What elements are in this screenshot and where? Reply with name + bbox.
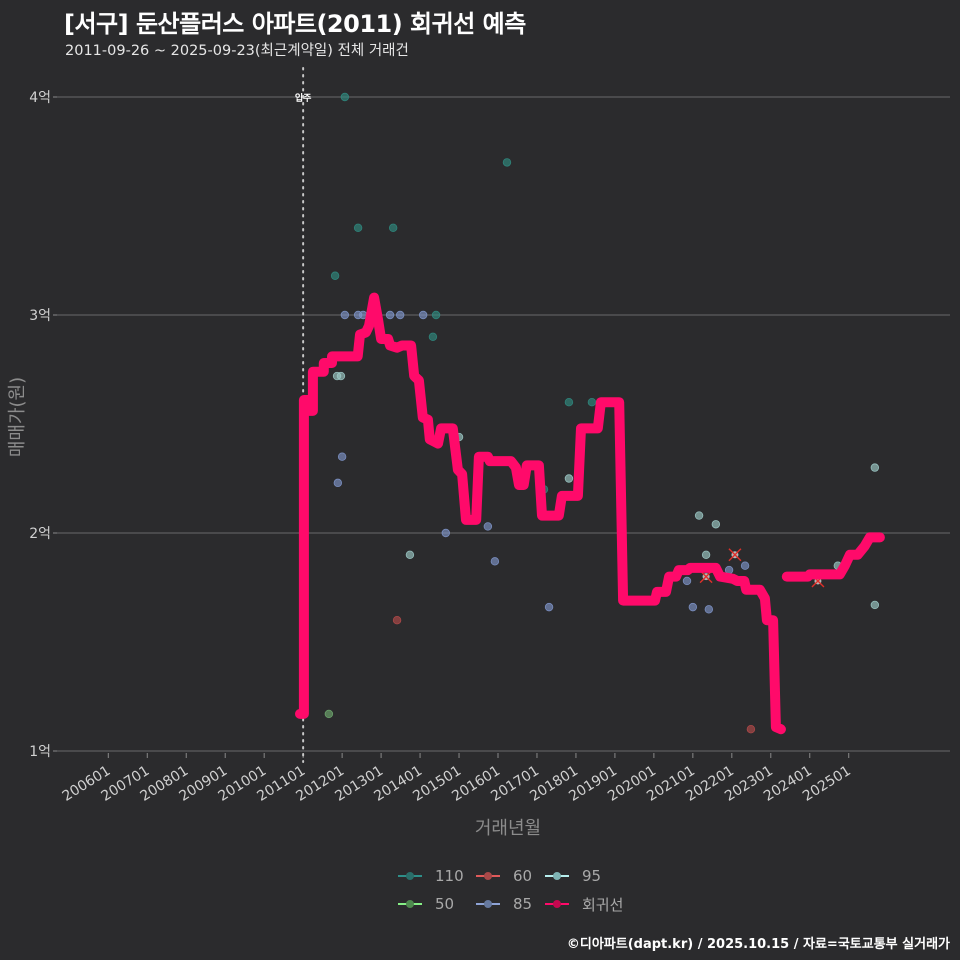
data-point-85 bbox=[337, 452, 347, 461]
data-point-85 bbox=[704, 605, 714, 614]
legend-label: 95 bbox=[582, 867, 602, 885]
regression-line bbox=[295, 292, 885, 735]
grid-lines bbox=[57, 96, 950, 752]
chart-subtitle: 2011-09-26 ~ 2025-09-23(최근계약일) 전체 거래건 bbox=[65, 43, 409, 59]
legend-item-95: 95 bbox=[545, 866, 635, 886]
data-point-85 bbox=[740, 561, 750, 570]
source-credit: ©디아파트(dapt.kr) / 2025.10.15 / 자료=국토교통부 실… bbox=[566, 937, 950, 952]
data-point-85 bbox=[385, 310, 395, 320]
data-point-85 bbox=[441, 528, 450, 538]
legend-label: 50 bbox=[435, 895, 455, 913]
legend-label: 85 bbox=[513, 895, 533, 913]
data-point-85 bbox=[682, 576, 692, 586]
data-point-110 bbox=[330, 271, 340, 280]
legend: 110 60 95 50 85 회귀선 bbox=[398, 866, 635, 914]
legend-label: 110 bbox=[435, 867, 464, 885]
y-tick-label: 2억 bbox=[29, 526, 51, 542]
move-in-label: 입주 bbox=[295, 92, 312, 104]
legend-key-icon bbox=[476, 894, 500, 914]
legend-item-회귀선: 회귀선 bbox=[545, 894, 635, 914]
data-point-95 bbox=[694, 511, 704, 520]
legend-item-85: 85 bbox=[476, 894, 545, 914]
y-tick-label: 4억 bbox=[29, 90, 51, 106]
legend-key-icon bbox=[398, 894, 422, 914]
data-point-60 bbox=[392, 616, 402, 625]
y-axis-title: 매매가(원) bbox=[7, 376, 28, 458]
y-tick-label: 1억 bbox=[29, 744, 51, 760]
legend-item-50: 50 bbox=[398, 894, 476, 914]
data-point-110 bbox=[340, 92, 350, 102]
chart-title: [서구] 둔산플러스 아파트(2011) 회귀선 예측 bbox=[64, 10, 526, 38]
legend-key-icon bbox=[398, 866, 422, 886]
data-point-60 bbox=[746, 725, 756, 734]
y-tick-label: 3억 bbox=[29, 308, 51, 324]
legend-label: 회귀선 bbox=[582, 895, 624, 914]
legend-item-60: 60 bbox=[476, 866, 545, 886]
cancelled-x-icon bbox=[728, 548, 742, 562]
legend-item-110: 110 bbox=[398, 866, 476, 886]
axes: 1억2억3억4억20060120070120080120090120100120… bbox=[29, 90, 854, 805]
data-point-95 bbox=[564, 474, 574, 483]
legend-key-icon bbox=[476, 866, 500, 886]
x-axis-title: 거래년월 bbox=[474, 818, 542, 839]
data-point-95 bbox=[336, 371, 346, 381]
data-point-85 bbox=[395, 310, 405, 320]
legend-key-icon bbox=[545, 866, 569, 886]
data-point-95 bbox=[870, 600, 880, 610]
regression-line-segment bbox=[295, 292, 786, 735]
data-point-85 bbox=[544, 602, 554, 612]
data-point-85 bbox=[490, 557, 500, 566]
data-point-95 bbox=[701, 550, 711, 559]
data-point-85 bbox=[418, 310, 428, 320]
data-point-110 bbox=[564, 398, 574, 407]
data-point-95 bbox=[870, 463, 880, 472]
data-point-85 bbox=[333, 478, 343, 488]
data-point-50 bbox=[324, 709, 334, 719]
data-point-85 bbox=[340, 310, 350, 320]
annotations: 입주 bbox=[295, 67, 312, 763]
regression-line-segment bbox=[781, 532, 885, 582]
data-point-110 bbox=[353, 223, 363, 232]
data-point-85 bbox=[483, 522, 493, 531]
data-point-95 bbox=[711, 520, 721, 529]
data-point-85 bbox=[688, 602, 698, 612]
data-point-110 bbox=[431, 310, 441, 320]
data-point-110 bbox=[428, 332, 438, 341]
legend-label: 60 bbox=[513, 867, 533, 885]
data-point-110 bbox=[502, 158, 512, 167]
data-point-110 bbox=[587, 398, 597, 407]
legend-key-icon bbox=[545, 894, 569, 914]
scatter-points bbox=[324, 92, 880, 734]
data-point-110 bbox=[388, 223, 398, 232]
data-point-95 bbox=[405, 550, 415, 559]
